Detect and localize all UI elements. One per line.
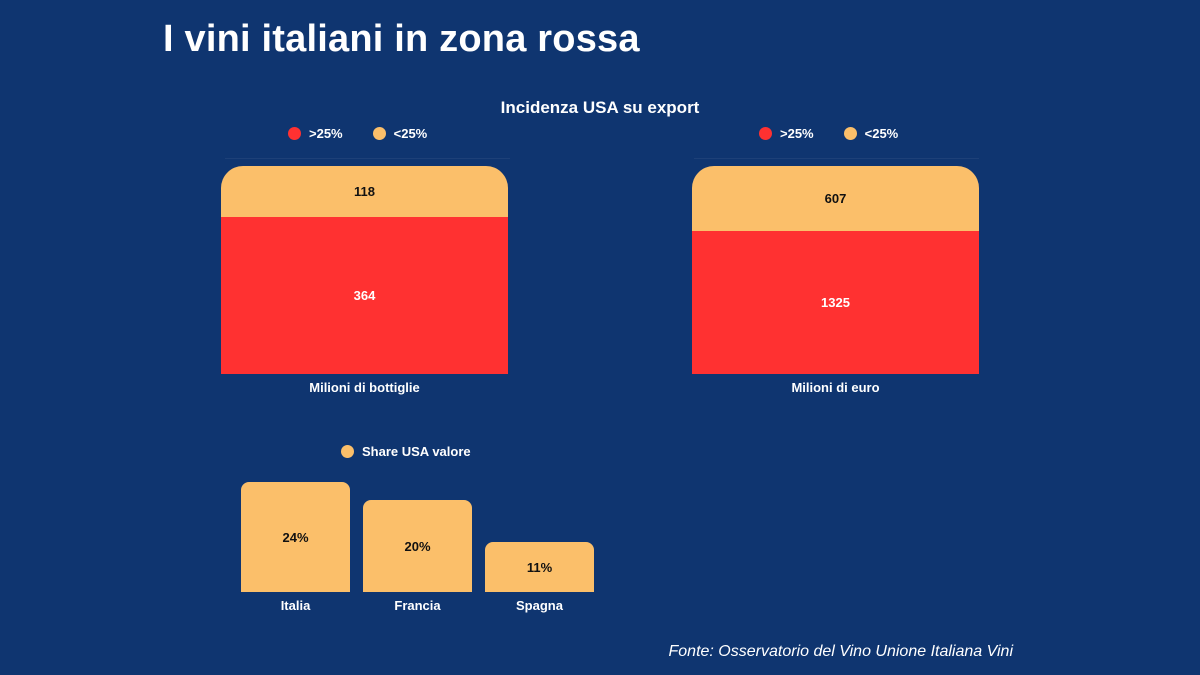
bar-value-low: 607 [824, 191, 847, 206]
share-bar-value: 20% [404, 538, 431, 554]
share-category-label: Italia [280, 598, 311, 613]
share-bar: 11% [485, 542, 594, 592]
legend-item-low: <25% [843, 126, 899, 141]
bar-value-high: 1325 [821, 295, 850, 310]
page-title: I vini italiani in zona rossa [163, 18, 640, 60]
stacked-bar-bottles: 118 364 [221, 166, 508, 374]
bar-segment-low: 607 [692, 166, 979, 231]
legend-dot-low [372, 127, 386, 140]
legend-share: Share USA valore [341, 444, 471, 459]
stacked-bar-euro: 607 1325 [692, 166, 979, 374]
legend-label-low: <25% [393, 126, 428, 141]
legend-item-low: <25% [372, 126, 428, 141]
share-bar: 24% [241, 482, 350, 592]
legend-dot-high [759, 127, 772, 140]
bar-segment-low: 118 [221, 166, 508, 217]
legend-dot-share [341, 445, 354, 458]
source-note: Fonte: Osservatorio del Vino Unione Ital… [668, 643, 1014, 660]
legend-euro: >25% <25% [759, 126, 898, 141]
x-category-label: Milioni di euro [791, 380, 880, 395]
chart-subtitle: Incidenza USA su export [500, 98, 700, 117]
share-bar-value: 24% [282, 529, 309, 545]
bar-segment-high: 1325 [692, 231, 979, 374]
legend-label-high: >25% [780, 126, 814, 141]
legend-divider [225, 158, 510, 159]
legend-item-high: >25% [759, 126, 814, 141]
legend-dot-high [288, 127, 301, 140]
share-category-label: Spagna [516, 598, 563, 613]
bar-value-low: 118 [354, 184, 375, 199]
legend-bottles: >25% <25% [288, 126, 427, 141]
legend-dot-low [843, 127, 857, 140]
bar-value-high: 364 [353, 288, 376, 303]
share-bar-value: 11% [526, 559, 553, 575]
share-category-label: Francia [394, 598, 441, 613]
legend-label-low: <25% [864, 126, 899, 141]
legend-label-high: >25% [309, 126, 343, 141]
legend-item-share: Share USA valore [341, 444, 471, 459]
legend-divider [694, 158, 979, 159]
share-bar: 20% [363, 500, 472, 592]
legend-item-high: >25% [288, 126, 343, 141]
legend-label-share: Share USA valore [362, 444, 471, 459]
bar-segment-high: 364 [221, 217, 508, 374]
x-category-label: Milioni di bottiglie [309, 380, 420, 395]
